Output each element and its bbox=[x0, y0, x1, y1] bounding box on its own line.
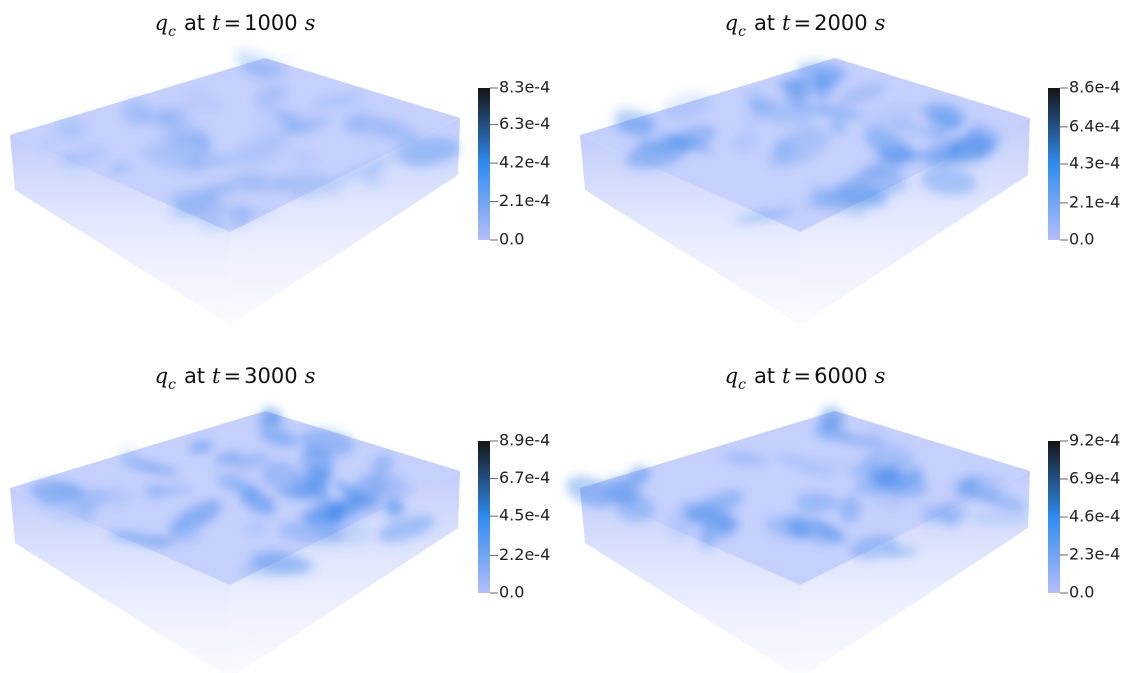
tick-label: 2.2e-4 bbox=[499, 545, 550, 564]
title-part: = bbox=[224, 11, 242, 35]
panel: qcatt=3000 s 0.0 2.2e-4 4.5e-4 6.7e-4 8.9e-4 bbox=[10, 364, 550, 673]
tick-label: 6.9e-4 bbox=[1069, 469, 1120, 488]
title-part: s bbox=[305, 364, 316, 388]
title-part: t bbox=[212, 11, 221, 35]
colorbar bbox=[1048, 441, 1060, 593]
title-part: c bbox=[738, 24, 746, 40]
tick-label: 0.0 bbox=[1069, 583, 1094, 602]
tick-label: 4.3e-4 bbox=[1069, 154, 1120, 173]
title-part: at bbox=[754, 11, 775, 35]
panel: qcatt=1000 s 0.0 2.1e-4 4.2e-4 6.3e-4 8.3e-4 bbox=[10, 11, 550, 325]
colorbar bbox=[1048, 88, 1060, 240]
title-part: q bbox=[155, 364, 168, 388]
title-part: s bbox=[875, 364, 886, 388]
title-part: c bbox=[168, 377, 176, 393]
title-part: t bbox=[782, 364, 791, 388]
title-part: t bbox=[212, 364, 221, 388]
tick-label: 0.0 bbox=[499, 583, 524, 602]
title-part: 2000 bbox=[814, 11, 867, 35]
tick-label: 0.0 bbox=[1069, 230, 1094, 249]
title-part: at bbox=[184, 364, 205, 388]
tick-label: 0.0 bbox=[499, 230, 524, 249]
title-part: s bbox=[875, 11, 886, 35]
title-part: 3000 bbox=[244, 364, 297, 388]
cloud-blob bbox=[795, 493, 838, 513]
tick-label: 4.2e-4 bbox=[499, 153, 550, 172]
title-part: c bbox=[168, 24, 176, 40]
figure: qcatt=1000s0.02.1e-44.2e-46.3e-48.3e-4qc… bbox=[0, 0, 1145, 673]
colorbar bbox=[478, 441, 490, 593]
tick-label: 2.3e-4 bbox=[1069, 545, 1120, 564]
title-part: q bbox=[155, 11, 168, 35]
tick-label: 4.6e-4 bbox=[1069, 507, 1120, 526]
tick-label: 6.3e-4 bbox=[499, 114, 550, 133]
title-part: 6000 bbox=[814, 364, 867, 388]
colorbar bbox=[478, 88, 490, 240]
tick-label: 6.4e-4 bbox=[1069, 116, 1120, 135]
panel-title: qcatt=3000 s bbox=[155, 364, 316, 393]
title-part: 1000 bbox=[244, 11, 297, 35]
title-part: s bbox=[305, 11, 316, 35]
tick-label: 9.2e-4 bbox=[1069, 431, 1120, 450]
title-part: = bbox=[794, 11, 812, 35]
tick-label: 4.5e-4 bbox=[499, 506, 550, 525]
title-part: c bbox=[738, 377, 746, 393]
panel: qcatt=6000 s 0.0 2.3e-4 4.6e-4 6.9e-4 9.2e-4 bbox=[562, 364, 1121, 673]
tick-label: 2.1e-4 bbox=[1069, 192, 1120, 211]
title-part: t bbox=[782, 11, 791, 35]
title-part: at bbox=[754, 364, 775, 388]
tick-label: 8.9e-4 bbox=[499, 431, 550, 450]
tick-label: 8.6e-4 bbox=[1069, 78, 1120, 97]
tick-label: 6.7e-4 bbox=[499, 468, 550, 487]
tick-label: 8.3e-4 bbox=[499, 78, 550, 97]
tick-label: 2.1e-4 bbox=[499, 191, 550, 210]
title-part: = bbox=[224, 364, 242, 388]
title-part: q bbox=[725, 364, 738, 388]
title-part: at bbox=[184, 11, 205, 35]
panel-title: qcatt=1000 s bbox=[155, 11, 316, 40]
title-part: = bbox=[794, 364, 812, 388]
title-part: q bbox=[725, 11, 738, 35]
